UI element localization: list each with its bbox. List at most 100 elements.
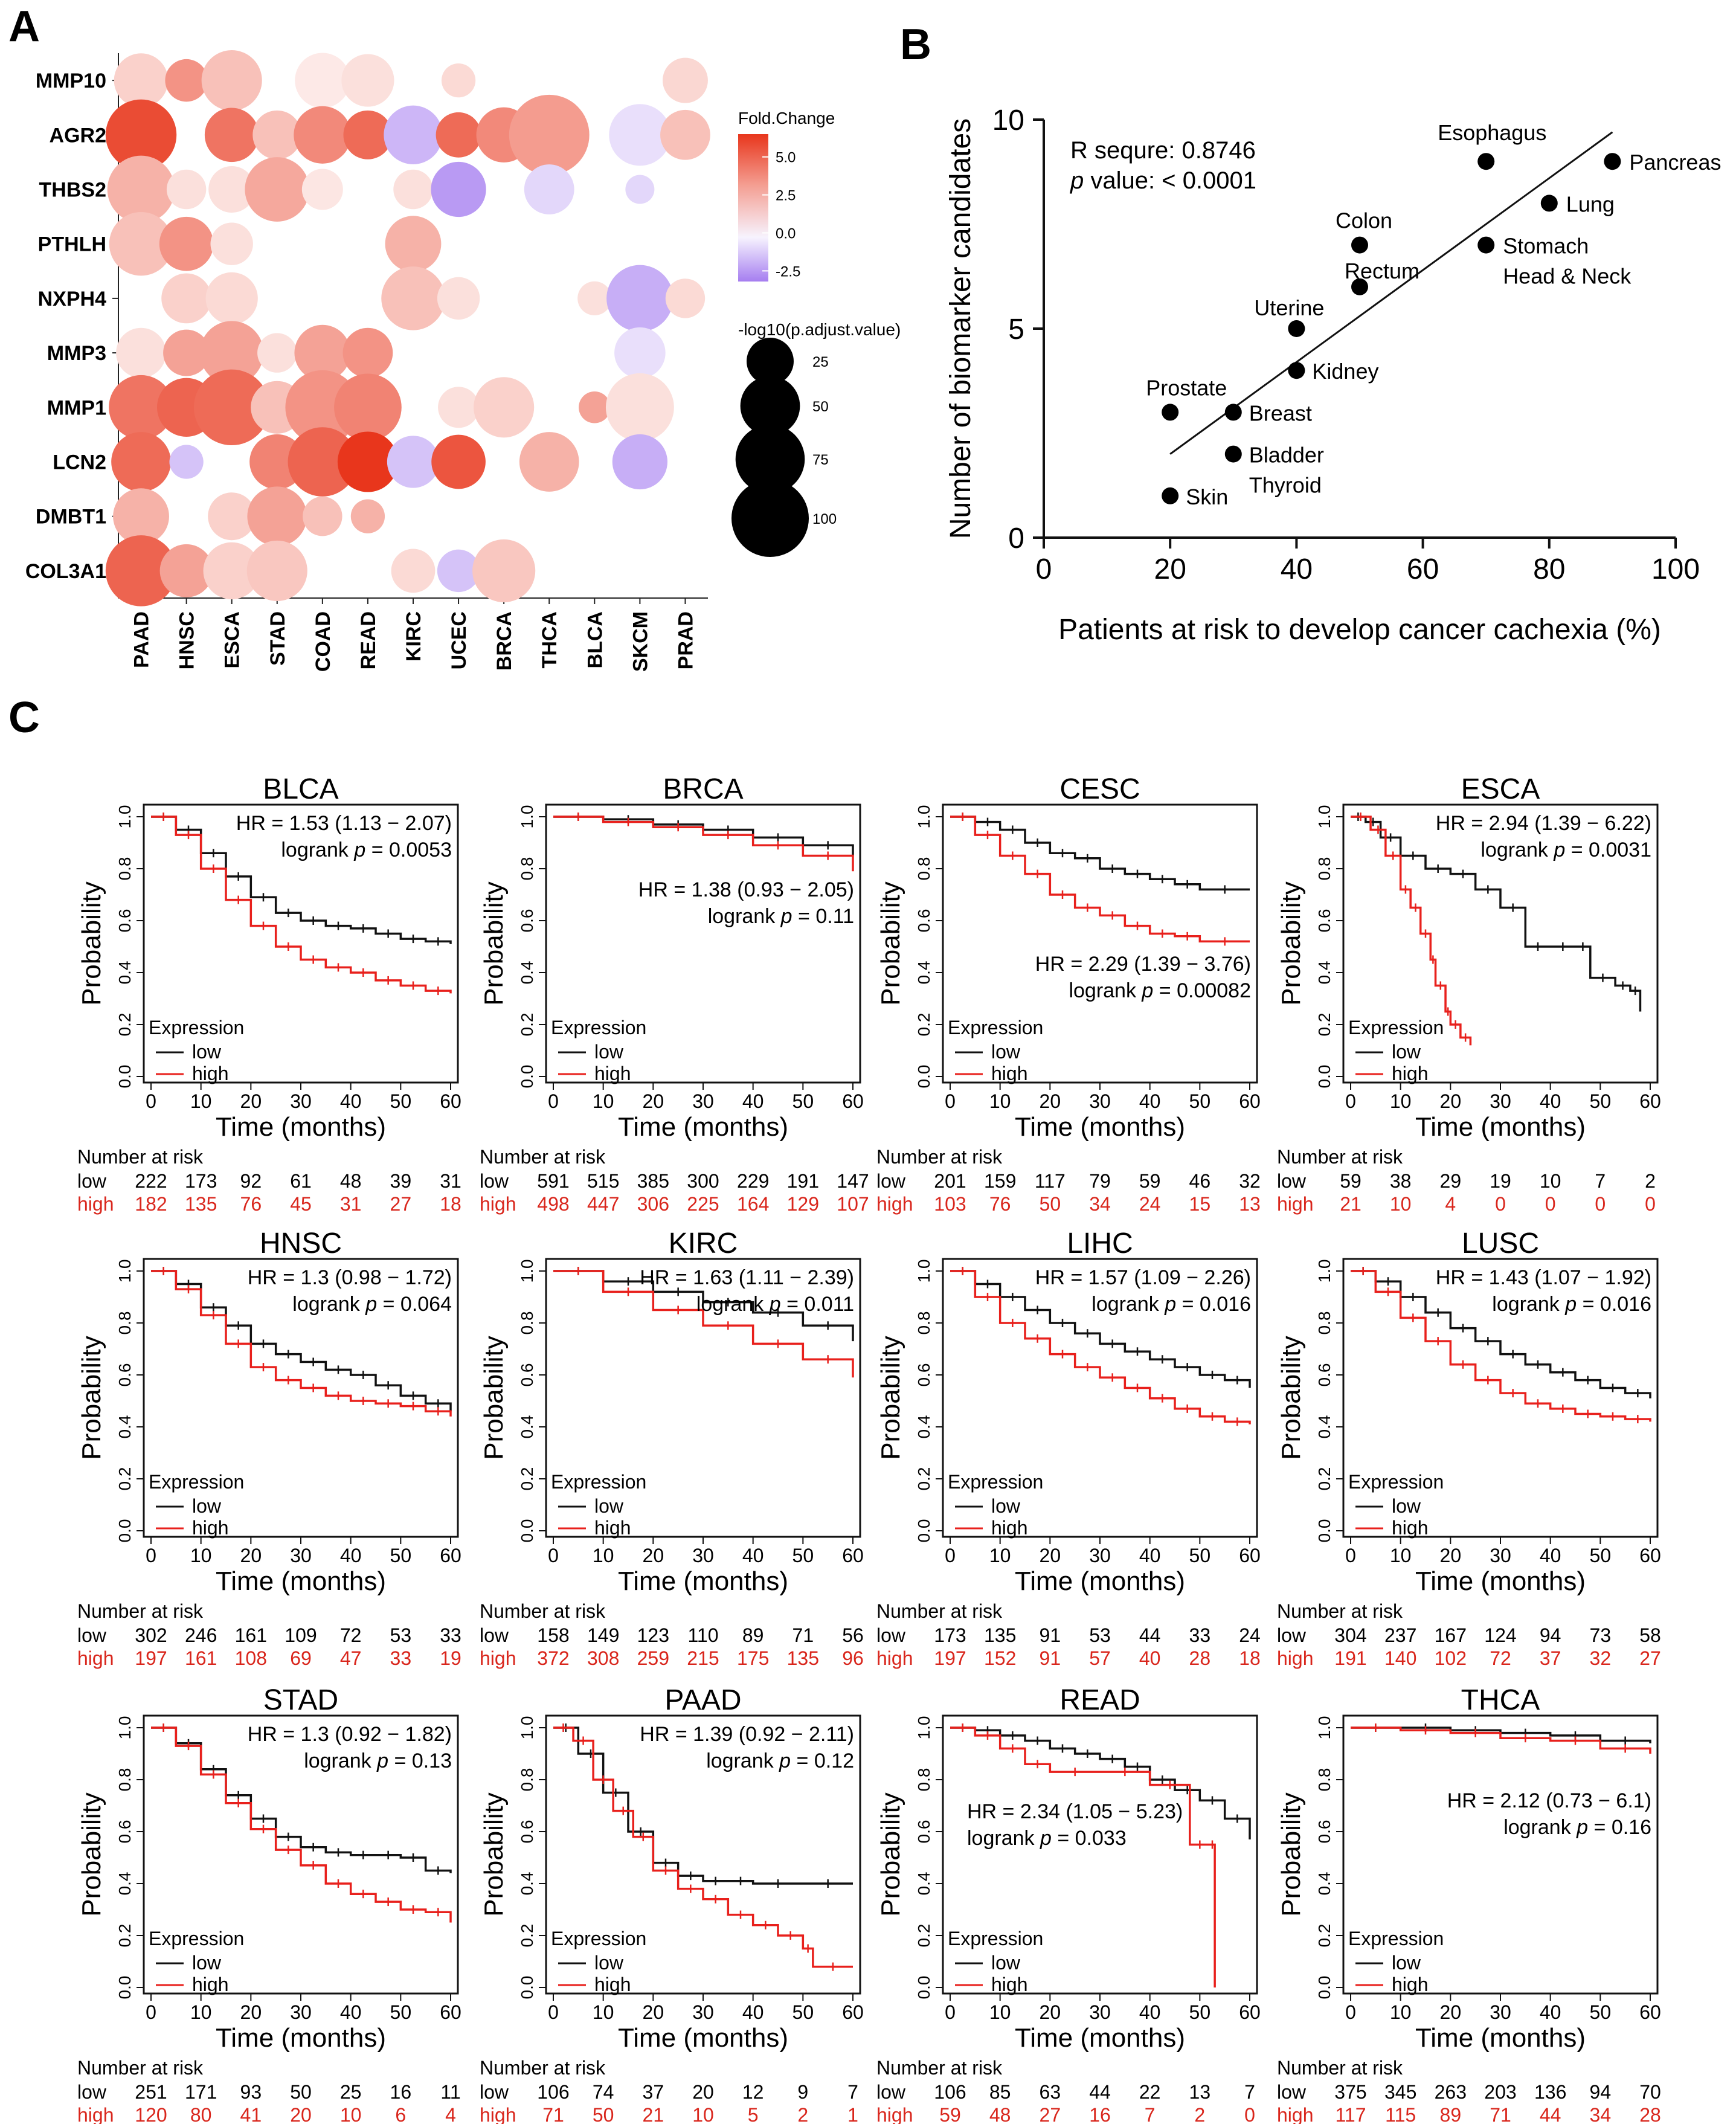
risk-high-count: 10: [692, 2104, 714, 2124]
logrank-p-italic: p: [353, 838, 365, 861]
bubble-point: [204, 108, 259, 163]
risk-low-count: 93: [240, 2081, 262, 2103]
y-axis-label: Probability: [876, 881, 905, 1005]
risk-high-count: 191: [1334, 1647, 1366, 1669]
x-tick-label: 40: [340, 2001, 362, 2023]
logrank-prefix: logrank: [1480, 838, 1554, 861]
point-label: Rectum: [1345, 259, 1419, 283]
km-plot-title: CESC: [1059, 773, 1140, 805]
risk-high-count: 21: [643, 2104, 664, 2124]
cancer-tick-label: STAD: [266, 611, 289, 666]
x-tick-label: 10: [1390, 1090, 1412, 1112]
km-plot-title: LUSC: [1462, 1228, 1539, 1260]
risk-low-count: 61: [290, 1170, 312, 1192]
y-tick-label: 0.4: [1315, 961, 1334, 985]
legend-high-label: high: [991, 1063, 1028, 1084]
x-tick-label: 10: [593, 1545, 614, 1566]
logrank-p-text: logrank p = 0.064: [292, 1293, 452, 1316]
legend-low-label: low: [594, 1041, 624, 1063]
bubble-point: [606, 265, 674, 332]
bubble-point: [301, 169, 343, 210]
risk-high-count: 72: [1490, 1647, 1511, 1669]
x-axis-label: Time (months): [618, 1112, 788, 1142]
risk-high-count: 96: [842, 1647, 864, 1669]
x-tick-label: 20: [1040, 2001, 1061, 2023]
km-plot-brca: BRCA 0 10 20 30 40 50 60 0.0 0.2 0.4 0.6 0.8 1.0 Time …: [479, 773, 869, 1215]
x-tick-label: 50: [390, 1090, 412, 1112]
cancer-tick-label: PAAD: [130, 611, 153, 668]
bubble-point: [210, 222, 253, 265]
risk-low-count: 300: [687, 1170, 719, 1192]
bubble-chart-panel: MMP10 AGR2 THBS2 PTHLH NXPH4 MMP3 MMP1 LCN2 DMBT…: [25, 50, 901, 672]
x-tick-label: 60: [842, 2001, 864, 2023]
y-tick-label: 1.0: [1315, 805, 1334, 829]
x-tick-label: 60: [1239, 2001, 1261, 2023]
legend-low-label: low: [1392, 1041, 1421, 1063]
x-tick-label: 40: [340, 1090, 362, 1112]
risk-low-count: 203: [1484, 2081, 1516, 2103]
x-tick-label: 0: [945, 1090, 956, 1112]
x-tick-label: 30: [290, 1090, 312, 1112]
bubble-point: [609, 104, 671, 166]
logrank-p-value: = 0.12: [791, 1749, 854, 1772]
risk-low-count: 147: [837, 1170, 869, 1192]
logrank-prefix: logrank: [708, 905, 781, 928]
x-tick-label: 20: [240, 1090, 262, 1112]
y-tick-label: 0.0: [915, 1976, 933, 2000]
risk-low-count: 12: [742, 2081, 764, 2103]
risk-low-count: 385: [637, 1170, 669, 1192]
risk-low-label: low: [1277, 1624, 1307, 1646]
risk-table-title: Number at risk: [480, 1600, 606, 1622]
logrank-prefix: logrank: [967, 1827, 1040, 1850]
risk-low-count: 10: [1540, 1170, 1561, 1192]
risk-low-count: 201: [934, 1170, 966, 1192]
y-tick-label: 0.4: [1315, 1872, 1334, 1896]
gene-tick-label: PTHLH: [38, 233, 106, 256]
risk-high-count: 152: [984, 1647, 1016, 1669]
logrank-prefix: logrank: [696, 1293, 770, 1316]
scatter-point: [1224, 404, 1242, 421]
x-tick-label: 10: [190, 1090, 212, 1112]
logrank-p-italic: p: [1564, 1293, 1577, 1316]
risk-low-count: 375: [1334, 2081, 1366, 2103]
bubble-point: [519, 432, 579, 492]
logrank-p-text: logrank p = 0.016: [1492, 1293, 1651, 1316]
x-tick-label: 50: [792, 1090, 814, 1112]
risk-low-count: 136: [1534, 2081, 1566, 2103]
km-low-curve: [950, 816, 1250, 891]
risk-high-count: 69: [290, 1647, 312, 1669]
km-plot-hnsc: HNSC 0 10 20 30 40 50 60 0.0 0.2 0.4 0.6 0.8 1.0 Time …: [77, 1228, 461, 1669]
x-axis-label: Time (months): [216, 1112, 386, 1142]
risk-low-count: 44: [1089, 2081, 1111, 2103]
risk-high-count: 48: [989, 2104, 1011, 2124]
km-high-curve: [950, 1270, 1251, 1424]
scatter-point: [1162, 487, 1179, 504]
point-label: Lung: [1566, 191, 1615, 216]
gene-tick-label: MMP3: [47, 342, 106, 365]
bubble-point: [288, 427, 358, 497]
logrank-p-text: logrank p = 0.033: [967, 1827, 1127, 1850]
x-tick-label: 60: [1407, 553, 1439, 585]
x-axis-label: Time (months): [618, 1566, 788, 1596]
x-tick-label: 30: [290, 2001, 312, 2023]
regression-line: [1169, 131, 1613, 455]
point-label: Prostate: [1146, 375, 1227, 400]
risk-table-title: Number at risk: [77, 2057, 204, 2079]
risk-low-label: low: [480, 2081, 509, 2103]
x-tick-label: 50: [1189, 1090, 1211, 1112]
bubble-point: [342, 327, 393, 378]
risk-high-count: 259: [637, 1647, 669, 1669]
risk-high-count: 50: [593, 2104, 614, 2124]
risk-high-count: 4: [445, 2104, 456, 2124]
y-tick-label: 0.0: [518, 1976, 536, 2000]
bubble-point: [169, 445, 204, 479]
risk-high-count: 498: [537, 1193, 569, 1215]
logrank-prefix: logrank: [1492, 1293, 1565, 1316]
risk-high-count: 57: [1089, 1647, 1111, 1669]
y-tick-label: 0.0: [518, 1519, 536, 1543]
hazard-ratio-text: HR = 1.3 (0.98 − 1.72): [248, 1266, 452, 1289]
km-plot-thca: THCA 0 10 20 30 40 50 60 0.0 0.2 0.4 0.6 0.8 1.0 Time …: [1276, 1684, 1661, 2124]
y-tick-label: 0.4: [115, 1872, 134, 1896]
risk-high-count: 308: [587, 1647, 619, 1669]
scatter-chart-panel: 0 20 40 60 80 100 0 5 10 Patients at risk to deve…: [945, 105, 1721, 646]
